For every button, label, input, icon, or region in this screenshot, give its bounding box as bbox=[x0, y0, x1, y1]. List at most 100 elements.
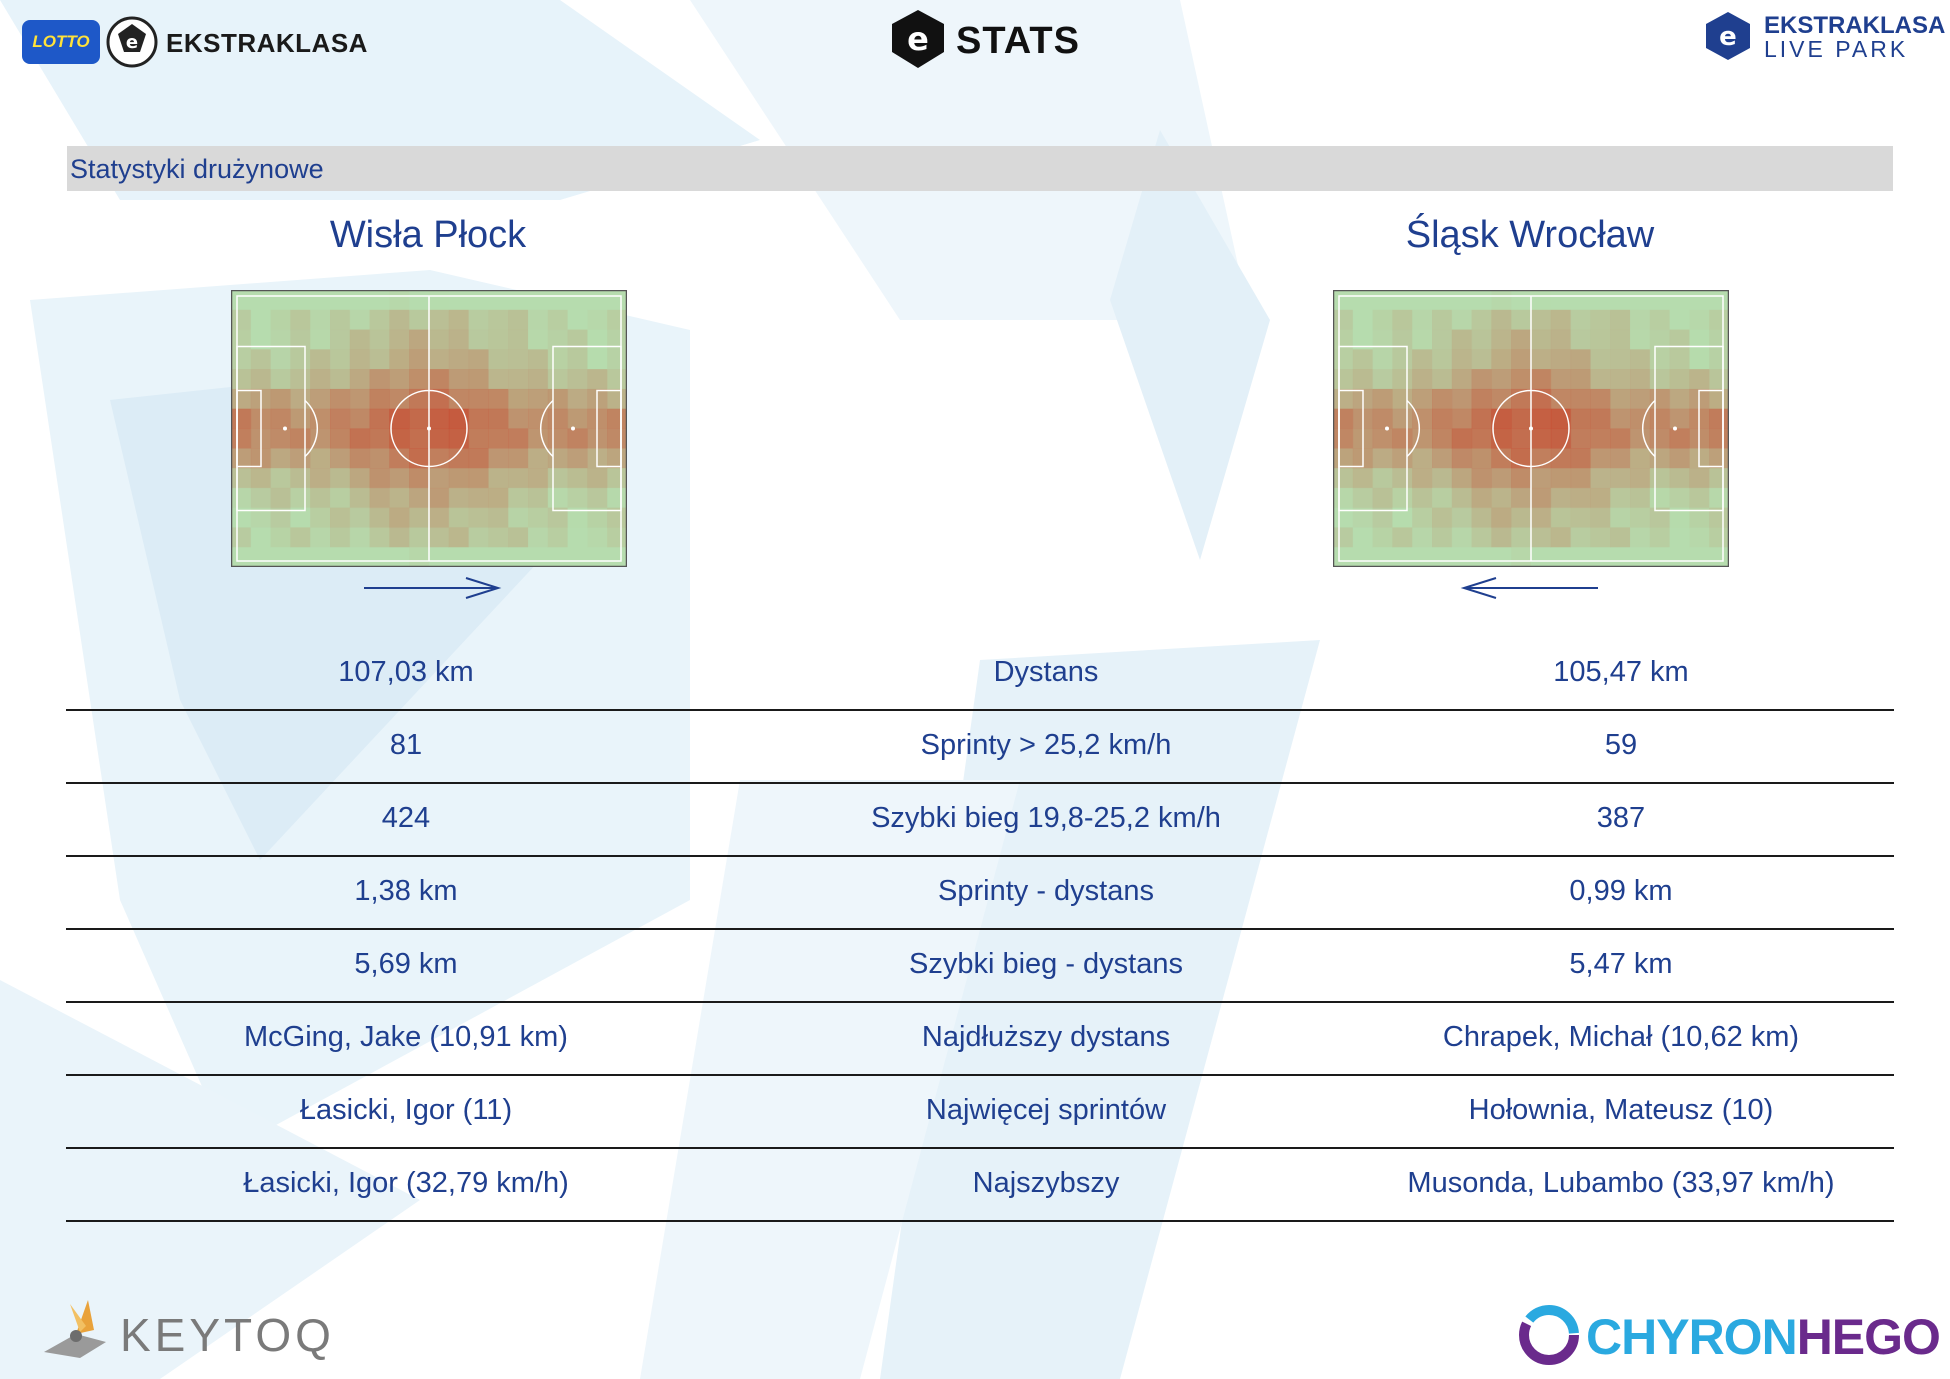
heatmap-cell bbox=[270, 309, 291, 331]
heatmap-cell bbox=[310, 290, 331, 311]
heatmap-cell bbox=[310, 309, 331, 331]
heatmap-cell bbox=[270, 527, 291, 548]
heatmap-cell bbox=[270, 290, 291, 311]
heatmap-cell bbox=[1649, 369, 1671, 390]
heatmap-cell bbox=[1550, 507, 1572, 529]
heatmap-cell bbox=[1432, 388, 1453, 410]
heatmap-cell bbox=[250, 547, 272, 567]
heatmap-cell bbox=[567, 309, 588, 331]
away-heatmap bbox=[1333, 290, 1729, 567]
heatmap-cell bbox=[1570, 408, 1591, 430]
heatmap-cell bbox=[587, 507, 608, 529]
estats-shield-icon: e bbox=[892, 10, 944, 68]
heatmap-cell bbox=[1550, 329, 1572, 350]
heatmap-cell bbox=[1570, 349, 1591, 370]
heatmap-cell bbox=[1491, 468, 1512, 489]
heatmap-cell bbox=[429, 309, 450, 331]
heatmap-cell bbox=[1630, 408, 1651, 430]
heatmap-cell bbox=[409, 547, 430, 567]
heatmap-cell bbox=[409, 290, 430, 311]
heatmap-cell bbox=[1570, 428, 1591, 449]
heatmap-cell bbox=[1471, 468, 1492, 489]
heatmap-cell bbox=[1432, 428, 1453, 449]
heatmap-cell bbox=[1352, 547, 1374, 567]
heatmap-cell bbox=[528, 468, 549, 489]
heatmap-cell bbox=[1709, 290, 1729, 311]
heatmap-cell bbox=[1511, 468, 1532, 489]
live-park-shield-icon: e bbox=[1706, 12, 1750, 60]
heatmap-cell bbox=[231, 547, 252, 567]
heatmap-cell bbox=[1570, 329, 1591, 350]
heatmap-cell bbox=[528, 507, 549, 529]
heatmap-cell bbox=[1412, 547, 1433, 567]
heatmap-cell bbox=[231, 428, 252, 449]
heatmap-cell bbox=[1709, 428, 1729, 449]
heatmap-cell bbox=[1511, 290, 1532, 311]
heatmap-cell bbox=[1432, 547, 1453, 567]
heatmap-cell bbox=[587, 349, 608, 370]
heatmap-cell bbox=[429, 428, 450, 449]
stat-row: 5,69 km Szybki bieg - dystans 5,47 km bbox=[66, 930, 1894, 1003]
heatmap-cell bbox=[567, 507, 588, 529]
heatmap-cell bbox=[389, 329, 410, 350]
heatmap-cell bbox=[468, 309, 489, 331]
heatmap-cell bbox=[1333, 448, 1354, 469]
heatmap-cell bbox=[567, 428, 588, 449]
heatmap-cell bbox=[1590, 468, 1611, 489]
heatmap-cell bbox=[1570, 369, 1591, 390]
heatmap-cell bbox=[349, 349, 371, 370]
heatmap-cell bbox=[1333, 369, 1354, 390]
heatmap-cell bbox=[389, 290, 410, 311]
heatmap-cell bbox=[1412, 448, 1433, 469]
heatmap-cell bbox=[1570, 547, 1591, 567]
heatmap-cell bbox=[1392, 369, 1413, 390]
heatmap-cell bbox=[547, 290, 569, 311]
heatmap-cell bbox=[270, 547, 291, 567]
heatmap-cell bbox=[1689, 507, 1710, 529]
heatmap-cell bbox=[1471, 369, 1492, 390]
heatmap-cell bbox=[1709, 487, 1729, 509]
heatmap-cell bbox=[1372, 388, 1393, 410]
heatmap-cell bbox=[607, 388, 627, 410]
heatmap-cell bbox=[349, 388, 371, 410]
heatmap-cell bbox=[1412, 388, 1433, 410]
heatmap-cell bbox=[448, 369, 470, 390]
pitch-frame bbox=[231, 290, 627, 567]
chyronhego-logo: CHYRONHEGO bbox=[1518, 1300, 1948, 1370]
home-value: 81 bbox=[389, 729, 423, 761]
heatmap-cell bbox=[567, 448, 588, 469]
hego-text-part: HEGO bbox=[1796, 1309, 1941, 1365]
heatmap-cell bbox=[290, 408, 311, 430]
heatmap-cell bbox=[1630, 527, 1651, 548]
heatmap-cell bbox=[1610, 428, 1631, 449]
stat-label: Najdłuższy dystans bbox=[921, 1021, 1171, 1053]
center-spot bbox=[427, 426, 431, 431]
heatmap-cell bbox=[1451, 468, 1473, 489]
heatmap-cell bbox=[349, 448, 371, 469]
heatmap-cell bbox=[1590, 507, 1611, 529]
right-penalty-spot bbox=[571, 426, 575, 431]
heatmap-cell bbox=[1669, 369, 1690, 390]
heatmap-cell bbox=[1333, 428, 1354, 449]
chyron-text-part: CHYRON bbox=[1586, 1309, 1798, 1365]
heatmap-cell bbox=[1689, 349, 1710, 370]
heatmap-cell bbox=[290, 388, 311, 410]
heatmap-cell bbox=[488, 527, 509, 548]
keytoq-bird-icon bbox=[44, 1300, 106, 1358]
heatmap-cell bbox=[508, 468, 529, 489]
heatmap-cell bbox=[567, 388, 588, 410]
stats-wordmark: STATS bbox=[956, 20, 1080, 62]
heatmap-cell bbox=[1392, 309, 1413, 331]
heatmap-cell bbox=[468, 428, 489, 449]
heatmap-cell bbox=[1412, 369, 1433, 390]
heatmap-cell bbox=[1432, 448, 1453, 469]
heatmap-cell bbox=[1709, 388, 1729, 410]
heatmap-cell bbox=[349, 428, 371, 449]
stat-row: McGing, Jake (10,91 km) Najdłuższy dystan… bbox=[66, 1003, 1894, 1076]
heatmap-cell bbox=[1352, 527, 1374, 548]
heatmap-cell bbox=[389, 468, 410, 489]
heatmap-cell bbox=[1372, 487, 1393, 509]
heatmap-cell bbox=[369, 448, 390, 469]
heatmap-cell bbox=[508, 408, 529, 430]
heatmap-cell bbox=[607, 448, 627, 469]
